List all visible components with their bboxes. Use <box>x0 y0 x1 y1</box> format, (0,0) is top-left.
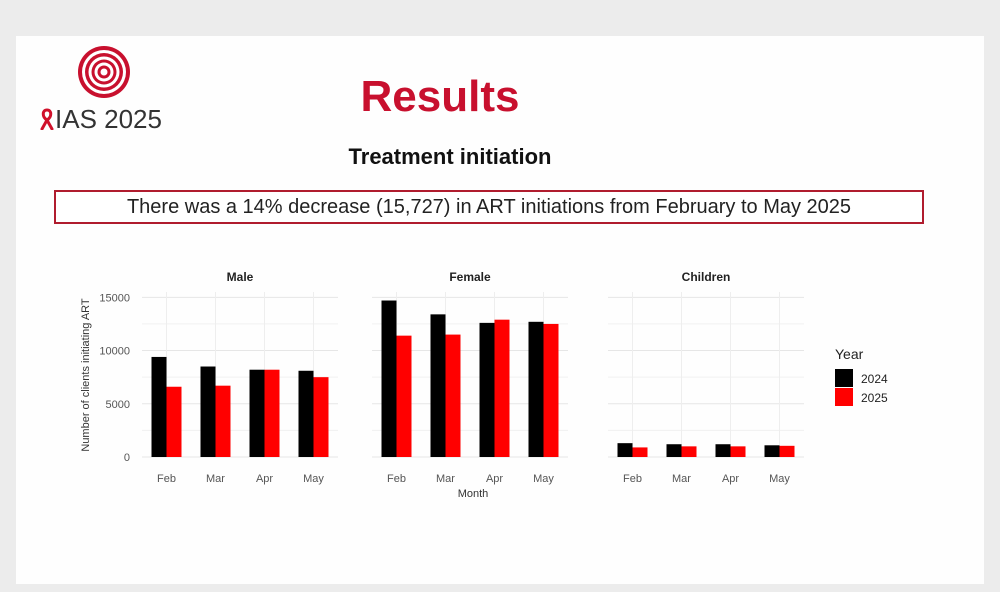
bar-2025-may <box>543 323 559 457</box>
bar-2024-mar <box>200 366 216 457</box>
bar-2024-apr <box>249 369 265 457</box>
x-tick-label: Mar <box>436 473 455 485</box>
y-tick-label: 5000 <box>106 399 130 411</box>
spiral-logo-icon <box>78 46 130 98</box>
bar-2024-may <box>528 321 544 457</box>
x-tick-label: Mar <box>672 473 691 485</box>
bar-2025-mar <box>215 385 231 457</box>
y-tick-label: 0 <box>124 452 130 464</box>
slide-subtitle: Treatment initiation <box>348 144 552 169</box>
y-tick-label: 15000 <box>99 292 130 304</box>
panel-title: Children <box>682 270 731 284</box>
panel-title: Male <box>227 270 254 284</box>
bar-2024-feb <box>151 356 167 457</box>
x-tick-label: Feb <box>387 473 406 485</box>
x-tick-label: May <box>303 473 324 485</box>
slide-title: Results <box>360 72 520 121</box>
panel-male: Feb Mar Apr May Male <box>142 270 338 485</box>
x-tick-label: May <box>769 473 790 485</box>
legend: Year 2024 2025 <box>835 346 888 406</box>
x-tick-label: Apr <box>256 473 273 485</box>
panel-children: Feb Mar Apr May Children <box>608 270 804 485</box>
red-ribbon-icon <box>40 104 54 134</box>
bar-2025-mar <box>445 334 461 457</box>
bar-2024-may <box>764 445 780 457</box>
callout-box: There was a 14% decrease (15,727) in ART… <box>54 190 924 224</box>
bar-2025-apr <box>494 319 510 457</box>
x-tick-label: Apr <box>722 473 739 485</box>
bar-2025-apr <box>730 446 746 457</box>
legend-swatch-2024 <box>835 369 853 387</box>
bar-2024-apr <box>715 444 731 457</box>
legend-label: 2024 <box>861 372 888 386</box>
legend-label: 2025 <box>861 391 888 405</box>
bar-2025-may <box>779 445 795 457</box>
logo-label: IAS 2025 <box>55 104 162 134</box>
x-tick-label: Apr <box>486 473 503 485</box>
logo-text: IAS 2025 <box>40 104 162 135</box>
ias-logo: IAS 2025 <box>40 44 180 174</box>
bar-2024-apr <box>479 322 495 457</box>
bar-2024-mar <box>666 444 682 457</box>
bar-2024-may <box>298 370 314 457</box>
bar-2025-feb <box>166 386 182 457</box>
bar-2024-feb <box>617 443 633 457</box>
bar-2025-feb <box>396 335 412 457</box>
panel-title: Female <box>449 270 491 284</box>
legend-swatch-2025 <box>835 388 853 406</box>
x-tick-label: Mar <box>206 473 225 485</box>
y-tick-label: 10000 <box>99 346 130 358</box>
bar-2025-feb <box>632 447 648 457</box>
bar-2024-mar <box>430 314 446 457</box>
bar-2025-apr <box>264 369 280 457</box>
x-tick-label: Feb <box>157 473 176 485</box>
y-axis-title: Number of clients initiating ART <box>80 298 92 452</box>
bar-2025-mar <box>681 446 697 457</box>
x-tick-label: Feb <box>623 473 642 485</box>
panel-female: Feb Mar Apr May Female <box>372 270 568 485</box>
slide <box>16 36 984 584</box>
legend-title: Year <box>835 346 864 362</box>
x-tick-label: May <box>533 473 554 485</box>
bar-2024-feb <box>381 300 397 457</box>
x-axis-title: Month <box>458 488 489 500</box>
bar-2025-may <box>313 377 329 457</box>
